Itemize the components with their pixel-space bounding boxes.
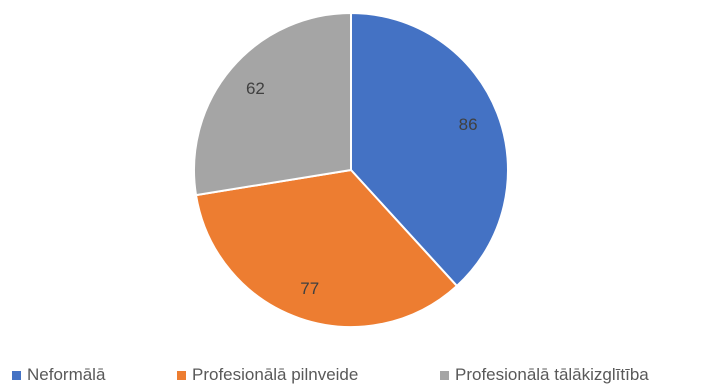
legend-label: Profesionālā tālākizglītība <box>455 365 649 384</box>
data-label: 86 <box>459 115 478 134</box>
data-label: 77 <box>300 279 319 298</box>
data-label: 62 <box>246 79 265 98</box>
legend-swatch <box>177 370 186 380</box>
legend-swatch <box>12 370 21 380</box>
slice-profesionala-pilnveide <box>195 169 458 328</box>
slice-neformala <box>350 12 509 287</box>
legend-label: Neformālā <box>27 365 106 384</box>
legend-label: Profesionālā pilnveide <box>192 365 359 384</box>
chart-legend: Neformālā Profesionālā pilnveide Profesi… <box>12 365 707 389</box>
legend-item-profesionala-talakizglitiba: Profesionālā tālākizglītība <box>440 365 649 385</box>
legend-swatch <box>440 370 449 380</box>
slice-profesionala-talakizglitiba <box>193 12 352 197</box>
legend-item-neformala: Neformālā <box>12 365 105 385</box>
legend-item-profesionala-pilnveide: Profesionālā pilnveide <box>177 365 358 385</box>
